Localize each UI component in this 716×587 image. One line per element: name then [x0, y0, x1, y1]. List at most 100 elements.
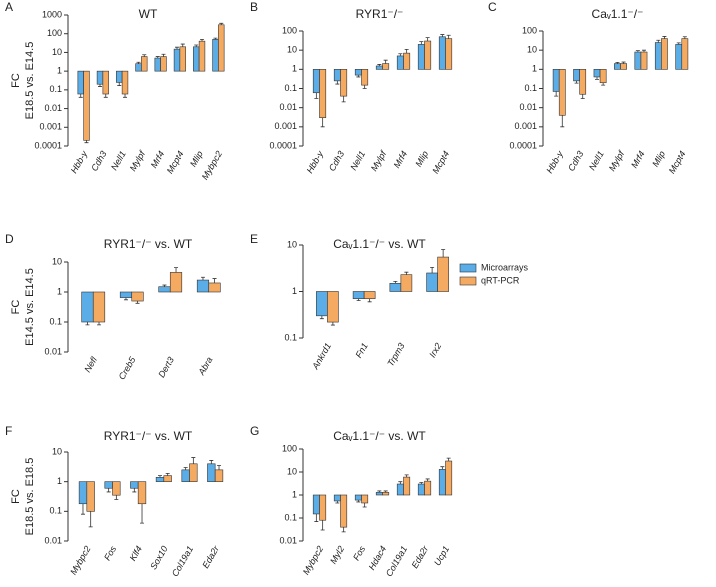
bar — [340, 494, 348, 528]
y-tick-label: 0.1 — [284, 512, 297, 522]
y-tick-label: 0.01 — [44, 535, 62, 545]
bar — [212, 39, 219, 72]
panel-letter: F — [5, 424, 12, 438]
x-tick-label: Nell1 — [587, 149, 606, 172]
error-bar — [219, 22, 224, 25]
panel-letter: C — [488, 0, 497, 14]
bar — [81, 291, 94, 323]
bar — [403, 476, 411, 496]
bar — [654, 42, 662, 70]
bar — [163, 475, 172, 482]
bar — [141, 56, 148, 72]
bar — [312, 494, 320, 515]
x-tick-label: Nell1 — [109, 149, 128, 172]
bar — [552, 69, 560, 92]
error-bar — [362, 85, 367, 89]
bar — [389, 283, 402, 292]
error-bar — [404, 271, 409, 275]
error-bar — [217, 465, 222, 470]
bar — [196, 279, 210, 293]
bar — [573, 69, 580, 82]
y-tick-label: 0.01 — [44, 103, 62, 113]
bar — [438, 469, 446, 496]
y-axis-label: E18.5 vs. E18.5 — [24, 458, 36, 536]
error-bar — [161, 53, 166, 57]
error-bar — [84, 140, 89, 144]
bar — [155, 477, 165, 482]
y-axis-label: FC — [10, 300, 22, 315]
bar — [382, 492, 390, 496]
x-tick-label: Mylpf — [607, 148, 627, 173]
bar — [400, 274, 413, 292]
bar — [179, 46, 186, 72]
bar — [438, 36, 446, 70]
error-bar — [162, 284, 167, 287]
x-tick-label: Abra — [196, 355, 215, 377]
bar — [112, 481, 121, 496]
x-tick-label: Hbb-y — [69, 149, 90, 175]
error-bar — [615, 62, 620, 64]
panel-letter: B — [250, 0, 258, 14]
error-bar — [393, 280, 398, 284]
y-tick-label: 1 — [292, 286, 297, 296]
bar — [312, 69, 320, 94]
y-tick-label: 0.1 — [49, 84, 62, 94]
error-bar — [367, 298, 372, 303]
bar — [579, 69, 587, 95]
x-tick-label: Mrf4 — [149, 149, 167, 170]
error-bar — [635, 50, 640, 53]
error-bar — [106, 488, 111, 493]
error-bar — [682, 36, 687, 39]
bar — [116, 70, 123, 83]
error-bar — [213, 37, 218, 40]
bar — [403, 52, 411, 70]
x-tick-label: Cdh3 — [566, 149, 585, 173]
error-bar — [440, 466, 445, 470]
y-tick-label: 1000 — [42, 9, 62, 19]
bar — [135, 63, 142, 72]
x-tick-label: Hbb-y — [544, 149, 565, 175]
y-tick-label: 0.0001 — [509, 140, 537, 150]
bar — [599, 69, 607, 84]
error-bar — [330, 322, 335, 326]
error-bar — [398, 481, 403, 485]
bar — [104, 481, 113, 489]
error-bar — [155, 56, 160, 59]
x-tick-label: Mrf4 — [392, 149, 410, 170]
y-tick-label: 0.01 — [519, 102, 537, 112]
bar — [361, 69, 369, 86]
y-tick-label: 100 — [522, 25, 537, 35]
error-bar — [676, 42, 681, 45]
error-bar — [398, 53, 403, 56]
error-bar — [574, 80, 579, 84]
y-tick-label: 1 — [292, 64, 297, 74]
bar — [620, 63, 627, 70]
bar — [327, 291, 339, 323]
bar — [340, 69, 348, 97]
y-tick-label: 1 — [57, 286, 62, 296]
y-tick-label: 0.001 — [39, 122, 62, 132]
bar — [193, 46, 200, 72]
bar — [681, 38, 689, 70]
error-bar — [78, 94, 83, 98]
error-bar — [103, 94, 108, 98]
bar — [426, 272, 438, 292]
y-tick-label: 0.1 — [284, 83, 297, 93]
x-tick-label: Klf4 — [128, 544, 144, 562]
error-bar — [560, 115, 565, 128]
bar — [363, 291, 376, 300]
x-tick-label: Irx2 — [427, 341, 443, 359]
error-bar — [446, 34, 451, 39]
error-bar — [97, 84, 102, 87]
x-tick-label: Fos — [102, 544, 118, 562]
error-bar — [362, 502, 367, 508]
bar — [131, 291, 144, 302]
error-bar — [377, 490, 382, 493]
bar — [208, 282, 221, 293]
panel-letter: A — [5, 0, 13, 14]
bar — [78, 481, 88, 505]
x-tick-label: Mylpf — [128, 148, 148, 173]
x-tick-label: Cdh3 — [327, 149, 346, 173]
x-tick-label: Mrf4 — [629, 149, 647, 170]
y-tick-label: 0.001 — [274, 121, 297, 131]
